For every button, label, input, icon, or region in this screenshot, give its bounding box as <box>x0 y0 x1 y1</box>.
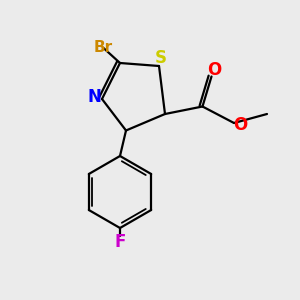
Text: O: O <box>233 116 248 134</box>
Text: N: N <box>88 88 101 106</box>
Text: S: S <box>154 50 166 68</box>
Text: O: O <box>207 61 221 79</box>
Text: Br: Br <box>94 40 113 56</box>
Text: F: F <box>114 233 126 251</box>
